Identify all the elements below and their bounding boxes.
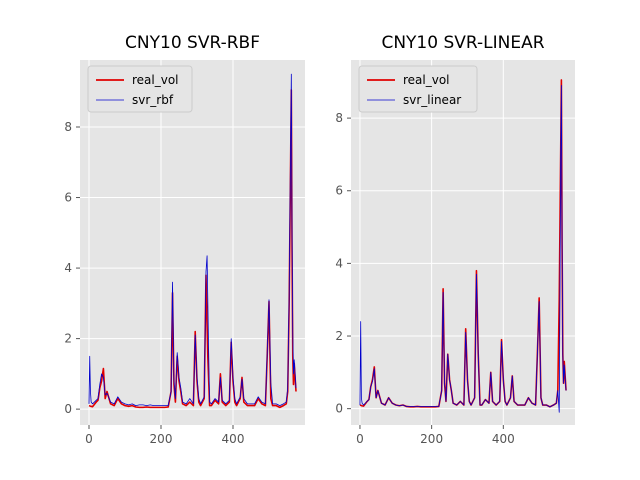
x-tick-label: 0: [85, 432, 93, 446]
y-tick-label: 0: [335, 402, 343, 416]
x-tick-label: 400: [492, 432, 515, 446]
series-line-svr-linear: [359, 85, 567, 413]
plot-area: [80, 60, 305, 425]
x-tick-label: 200: [150, 432, 173, 446]
y-tick-label: 4: [335, 256, 343, 270]
y-tick-label: 6: [64, 191, 72, 205]
x-tick-label: 400: [222, 432, 245, 446]
legend-label-real-vol: real_vol: [132, 73, 179, 87]
legend: [358, 65, 478, 113]
chart-svr-rbf: 0 200 400 0 2 4 6 8 CNY10 SVR-RBF real_vol svr_rbf: [64, 33, 305, 446]
series-line-real-vol: [88, 89, 297, 409]
chart-svr-linear: 0 200 400 0 2 4 6 8 CNY10 SVR-LINEAR real_vol svr_…: [335, 33, 575, 446]
legend-label-svr-rbf: svr_rbf: [132, 93, 174, 107]
chart-title: CNY10 SVR-RBF: [125, 33, 260, 53]
plot-area: [351, 60, 575, 425]
series-line-svr-rbf: [88, 73, 297, 407]
y-tick-label: 0: [64, 402, 72, 416]
y-tick-label: 4: [64, 261, 72, 275]
x-tick-label: 200: [420, 432, 443, 446]
y-tick-label: 6: [335, 184, 343, 198]
legend-label-real-vol: real_vol: [403, 73, 450, 87]
chart-title: CNY10 SVR-LINEAR: [381, 33, 544, 53]
y-tick-label: 2: [335, 329, 343, 343]
legend: [87, 65, 193, 113]
x-tick-label: 0: [356, 432, 364, 446]
y-tick-label: 2: [64, 332, 72, 346]
y-tick-label: 8: [335, 111, 343, 125]
legend-label-svr-linear: svr_linear: [403, 93, 461, 107]
y-tick-label: 8: [64, 120, 72, 134]
